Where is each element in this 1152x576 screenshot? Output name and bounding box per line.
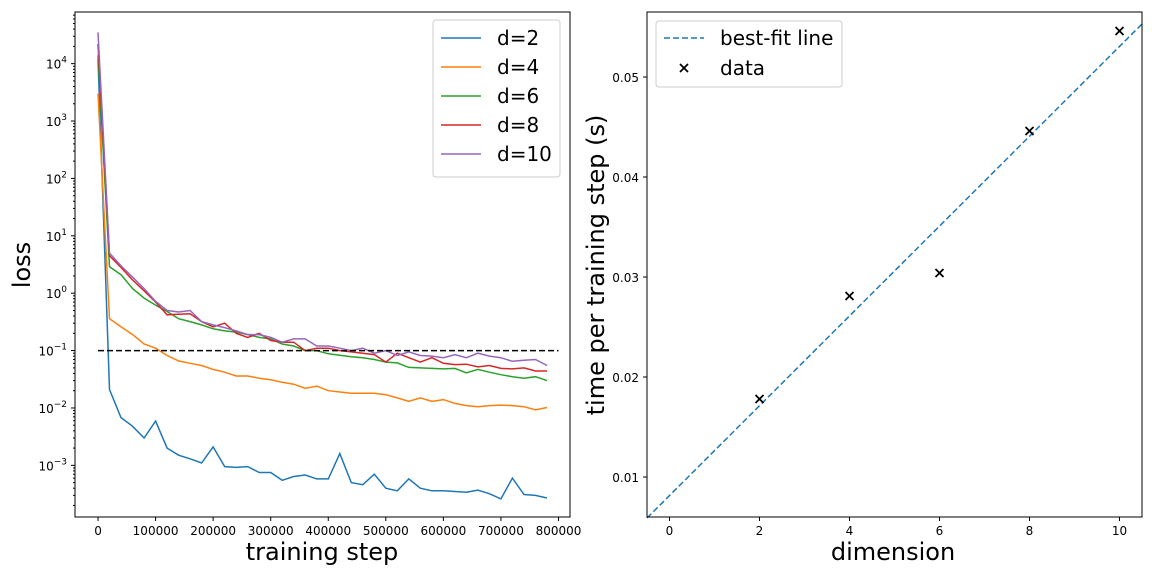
loss-legend-label: d=10 bbox=[497, 142, 552, 166]
loss-legend-box bbox=[432, 19, 561, 178]
data-point-marker bbox=[934, 268, 945, 278]
time-x-tick-label: 4 bbox=[846, 524, 854, 538]
loss-x-tick-label: 200000 bbox=[190, 524, 236, 538]
loss-series-line-d10 bbox=[97, 32, 548, 367]
loss-x-tick-label: 700000 bbox=[478, 524, 524, 538]
data-point-marker bbox=[754, 394, 765, 404]
loss-legend-label: d=2 bbox=[497, 26, 539, 50]
time-y-tick-label: 0.05 bbox=[612, 71, 639, 85]
time-x-tick-label: 0 bbox=[666, 524, 674, 538]
time-plot-frame bbox=[646, 11, 1143, 518]
loss-y-tick-label: 102 bbox=[46, 170, 67, 186]
loss-x-tick-label: 100000 bbox=[133, 524, 179, 538]
loss-legend-label: d=8 bbox=[497, 113, 539, 137]
loss-series-lines bbox=[97, 32, 548, 500]
loss-x-axis-title: training step bbox=[246, 538, 399, 566]
time-y-axis-title: time per training step (s) bbox=[582, 115, 610, 416]
data-point-marker bbox=[1114, 26, 1125, 36]
loss-legend: d=2 d=4 d=6 d=8 d=10 bbox=[432, 19, 561, 178]
time-x-tick-label: 2 bbox=[756, 524, 764, 538]
data-point-stroke bbox=[844, 291, 855, 301]
loss-y-tick-label: 10−1 bbox=[38, 343, 67, 359]
loss-y-tick-label: 10−3 bbox=[38, 457, 67, 473]
loss-y-tick-label: 10−2 bbox=[38, 400, 67, 416]
loss-legend-label: d=4 bbox=[497, 55, 539, 79]
loss-series-line-d4 bbox=[97, 93, 548, 411]
loss-chart: 0 100000 200000 300000 400000 500000 600000 700… bbox=[8, 11, 581, 566]
time-y-tick-label: 0.04 bbox=[612, 171, 639, 185]
loss-y-ticks: 10−3 10−2 10−1 100 101 102 103 104 bbox=[38, 14, 75, 506]
time-y-tick-label: 0.02 bbox=[612, 371, 639, 385]
loss-series-line-d2 bbox=[97, 59, 548, 500]
loss-y-tick-label: 103 bbox=[46, 113, 67, 129]
time-x-axis-title: dimension bbox=[831, 538, 955, 566]
time-legend-swatch-marker bbox=[679, 63, 689, 73]
time-x-ticks: 0 2 4 6 8 10 bbox=[666, 517, 1127, 538]
loss-y-tick-label: 104 bbox=[46, 56, 67, 72]
time-legend: best-fit line data bbox=[655, 20, 843, 88]
data-point-stroke bbox=[934, 268, 945, 278]
loss-x-tick-label: 800000 bbox=[536, 524, 582, 538]
loss-plot-frame bbox=[74, 11, 571, 518]
data-point-marker bbox=[1024, 126, 1035, 136]
best-fit-line bbox=[646, 23, 1143, 519]
loss-y-axis-title: loss bbox=[8, 242, 36, 288]
time-y-tick-label: 0.03 bbox=[612, 271, 639, 285]
data-point-stroke bbox=[754, 394, 765, 404]
time-chart: 0 2 4 6 8 10 0.01 0.02 0.03 0.04 0.05 dimension t… bbox=[582, 11, 1143, 566]
time-legend-label: best-fit line bbox=[720, 26, 833, 50]
time-x-tick-label: 10 bbox=[1112, 524, 1127, 538]
data-point-stroke bbox=[1024, 126, 1035, 136]
loss-legend-label: d=6 bbox=[497, 84, 539, 108]
loss-series-line-d8 bbox=[97, 43, 547, 372]
data-point-stroke bbox=[1114, 26, 1125, 36]
loss-x-tick-label: 0 bbox=[94, 524, 102, 538]
time-series-marks bbox=[646, 23, 1143, 519]
loss-x-tick-label: 500000 bbox=[363, 524, 409, 538]
loss-y-tick-label: 100 bbox=[46, 285, 67, 301]
loss-x-tick-label: 300000 bbox=[248, 524, 294, 538]
time-y-ticks: 0.01 0.02 0.03 0.04 0.05 bbox=[612, 71, 647, 485]
loss-x-tick-label: 400000 bbox=[305, 524, 351, 538]
loss-x-tick-label: 600000 bbox=[420, 524, 466, 538]
time-x-tick-label: 6 bbox=[936, 524, 944, 538]
loss-x-ticks: 0 100000 200000 300000 400000 500000 600000 700… bbox=[94, 517, 581, 538]
legend-marker-stroke bbox=[679, 63, 689, 73]
time-legend-label: data bbox=[720, 56, 765, 80]
time-x-tick-label: 8 bbox=[1026, 524, 1034, 538]
data-point-marker bbox=[844, 291, 855, 301]
time-y-tick-label: 0.01 bbox=[612, 471, 639, 485]
loss-y-tick-label: 101 bbox=[46, 228, 67, 244]
